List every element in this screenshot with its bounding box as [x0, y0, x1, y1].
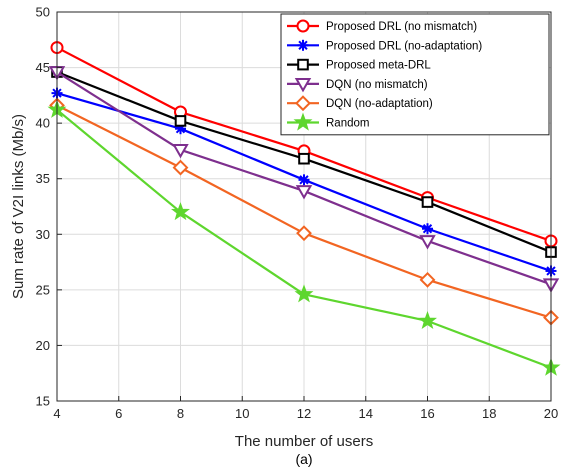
- x-tick-label: 14: [359, 406, 373, 421]
- legend-marker: [293, 112, 313, 131]
- x-tick-label: 4: [53, 406, 60, 421]
- data-point: [421, 196, 434, 208]
- x-tick-label: 18: [482, 406, 496, 421]
- legend-marker: [296, 19, 310, 33]
- legend-entry: Random: [287, 112, 369, 131]
- y-tick-label: 45: [36, 60, 50, 75]
- data-point: [419, 235, 436, 250]
- y-tick-label: 50: [36, 5, 50, 20]
- x-tick-label: 12: [297, 406, 311, 421]
- y-axis-label: Sum rate of V2I links (Mb/s): [10, 114, 27, 299]
- legend-label: Proposed DRL (no-adaptation): [326, 40, 482, 52]
- legend-marker: [295, 95, 311, 112]
- data-point: [172, 159, 189, 176]
- data-point: [418, 311, 437, 330]
- legend-label: Proposed DRL (no mismatch): [326, 21, 477, 33]
- legend-marker: [294, 78, 312, 93]
- data-point: [298, 152, 310, 165]
- y-tick-label: 40: [36, 116, 50, 131]
- data-point: [295, 185, 313, 200]
- figure-caption: (a): [295, 451, 312, 467]
- y-tick-label: 30: [36, 227, 50, 242]
- series-layer: [47, 41, 561, 376]
- legend-entry: Proposed DRL (no mismatch): [287, 19, 477, 33]
- legend-label: Random: [326, 118, 369, 130]
- tick-labels: 4 6 8 10 12 14 16 18 20 15 20 25 30 35 40 45 50: [36, 5, 559, 422]
- legend-entry: Proposed meta-DRL: [287, 58, 431, 72]
- legend-label: DQN (no mismatch): [326, 79, 428, 91]
- legend-label: DQN (no-adaptation): [326, 98, 433, 110]
- x-tick-label: 8: [177, 406, 184, 421]
- legend-marker: [297, 58, 309, 71]
- data-point: [298, 174, 310, 186]
- data-point: [172, 143, 189, 159]
- x-tick-label: 10: [235, 406, 249, 421]
- x-tick-label: 20: [544, 406, 558, 421]
- data-point: [419, 271, 436, 288]
- legend-box: [280, 13, 550, 136]
- data-point: [422, 223, 433, 235]
- legend-marker: [297, 39, 309, 51]
- legend: Proposed DRL (no mismatch) Proposed DRL (…: [280, 13, 550, 136]
- x-tick-label: 16: [420, 406, 434, 421]
- y-tick-label: 20: [36, 338, 50, 353]
- data-point: [296, 225, 312, 242]
- legend-entry: Proposed DRL (no-adaptation): [287, 39, 482, 52]
- data-point: [174, 115, 187, 127]
- legend-entry: DQN (no mismatch): [287, 78, 428, 93]
- x-axis-label: The number of users: [235, 433, 373, 450]
- data-point: [294, 284, 314, 303]
- y-tick-label: 15: [36, 394, 50, 409]
- data-point: [171, 202, 190, 221]
- x-tick-label: 6: [115, 406, 122, 421]
- y-tick-label: 35: [36, 171, 50, 186]
- legend-entry: DQN (no-adaptation): [287, 95, 433, 112]
- legend-label: Proposed meta-DRL: [326, 60, 431, 72]
- y-tick-label: 25: [36, 282, 50, 297]
